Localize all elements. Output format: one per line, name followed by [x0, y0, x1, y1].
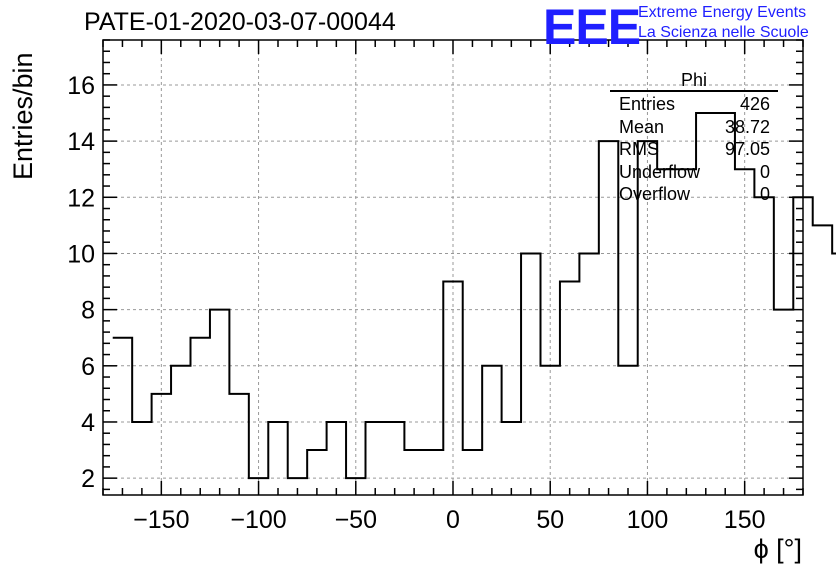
stats-value: 426	[739, 94, 770, 114]
histogram-bin	[152, 394, 171, 495]
histogram-bin	[132, 422, 151, 495]
stats-label: RMS	[619, 139, 659, 159]
stats-title: Phi	[680, 70, 707, 90]
axes: −150 −100 −50 0 50 100 150 2 4 6 8 10 12 14 16	[67, 39, 804, 534]
logo-line-2: La Scienza nelle Scuole	[638, 24, 809, 41]
y-tick-label: 6	[81, 353, 95, 381]
histogram-series	[112, 112, 836, 495]
histogram-bin	[171, 366, 190, 495]
x-tick-label: 0	[446, 506, 460, 534]
histogram-bin	[735, 169, 754, 495]
histogram-bin	[521, 253, 540, 495]
histogram-bin	[579, 253, 598, 495]
histogram-bin	[385, 422, 404, 495]
histogram-bin	[366, 422, 385, 495]
stats-label: Underflow	[619, 161, 701, 182]
stats-value: 0	[759, 184, 770, 204]
histogram-outline	[112, 112, 836, 480]
stats-row: RMS 97.05	[610, 138, 778, 161]
histogram-bin	[657, 169, 676, 495]
eee-logo-text: Extreme Energy Events La Scienza nelle S…	[638, 3, 809, 43]
x-tick-label: 150	[724, 506, 766, 534]
stats-row: Underflow 0	[610, 161, 778, 184]
y-tick-label: 2	[81, 465, 95, 493]
x-tick-label: 100	[627, 506, 669, 534]
x-tick-label: −150	[133, 506, 189, 534]
stats-value: 97.05	[724, 139, 770, 159]
histogram-bin	[677, 169, 696, 495]
histogram-bin	[774, 310, 793, 495]
x-axis-label: ϕ [°]	[753, 534, 802, 564]
x-tick-label: −100	[230, 506, 286, 534]
histogram-bin	[210, 310, 229, 495]
stats-rows: Entries 426 Mean 38.72 RMS 97.05 Underflow 0 Ove…	[610, 93, 778, 206]
histogram-bin	[113, 338, 132, 495]
y-tick-label: 4	[81, 409, 95, 437]
y-tick-label: 14	[67, 128, 95, 156]
stats-box: Phi Entries 426 Mean 38.72 RMS 97.05 Underflow…	[610, 70, 778, 206]
histogram-bin	[832, 253, 836, 495]
y-tick-label: 10	[67, 240, 95, 268]
histogram-bin	[618, 366, 637, 495]
stats-row: Overflow 0	[610, 183, 778, 206]
logo-line-1: Extreme Energy Events	[638, 4, 807, 21]
histogram-bin	[191, 338, 210, 495]
y-tick-label: 12	[67, 184, 95, 212]
y-tick-label: 16	[67, 72, 95, 100]
eee-logo: EEE	[543, 0, 641, 55]
stats-value: 0	[759, 161, 770, 182]
stats-row: Mean 38.72	[610, 116, 778, 139]
y-axis-label: Entries/bin	[8, 52, 38, 180]
stats-divider	[610, 90, 778, 92]
x-tick-label: −50	[335, 506, 377, 534]
stats-label: Mean	[619, 116, 665, 137]
x-tick-label: 50	[536, 506, 564, 534]
stats-label: Overflow	[619, 184, 691, 204]
histogram-bin	[327, 422, 346, 495]
histogram-bin	[502, 422, 521, 495]
histogram-bin	[560, 282, 579, 495]
histogram-bin	[229, 394, 248, 495]
stats-label: Entries	[619, 94, 676, 114]
stats-row: Entries 426	[610, 93, 778, 116]
stats-value: 38.72	[724, 116, 770, 137]
histogram-bin	[443, 282, 462, 495]
histogram-bin	[541, 366, 560, 495]
histogram-bin	[482, 366, 501, 495]
histogram-bin	[268, 422, 287, 495]
y-tick-label: 8	[81, 297, 95, 325]
chart-title: PATE-01-2020-03-07-00044	[84, 8, 396, 36]
histogram-bin	[813, 225, 832, 495]
histogram-bin	[754, 197, 773, 495]
